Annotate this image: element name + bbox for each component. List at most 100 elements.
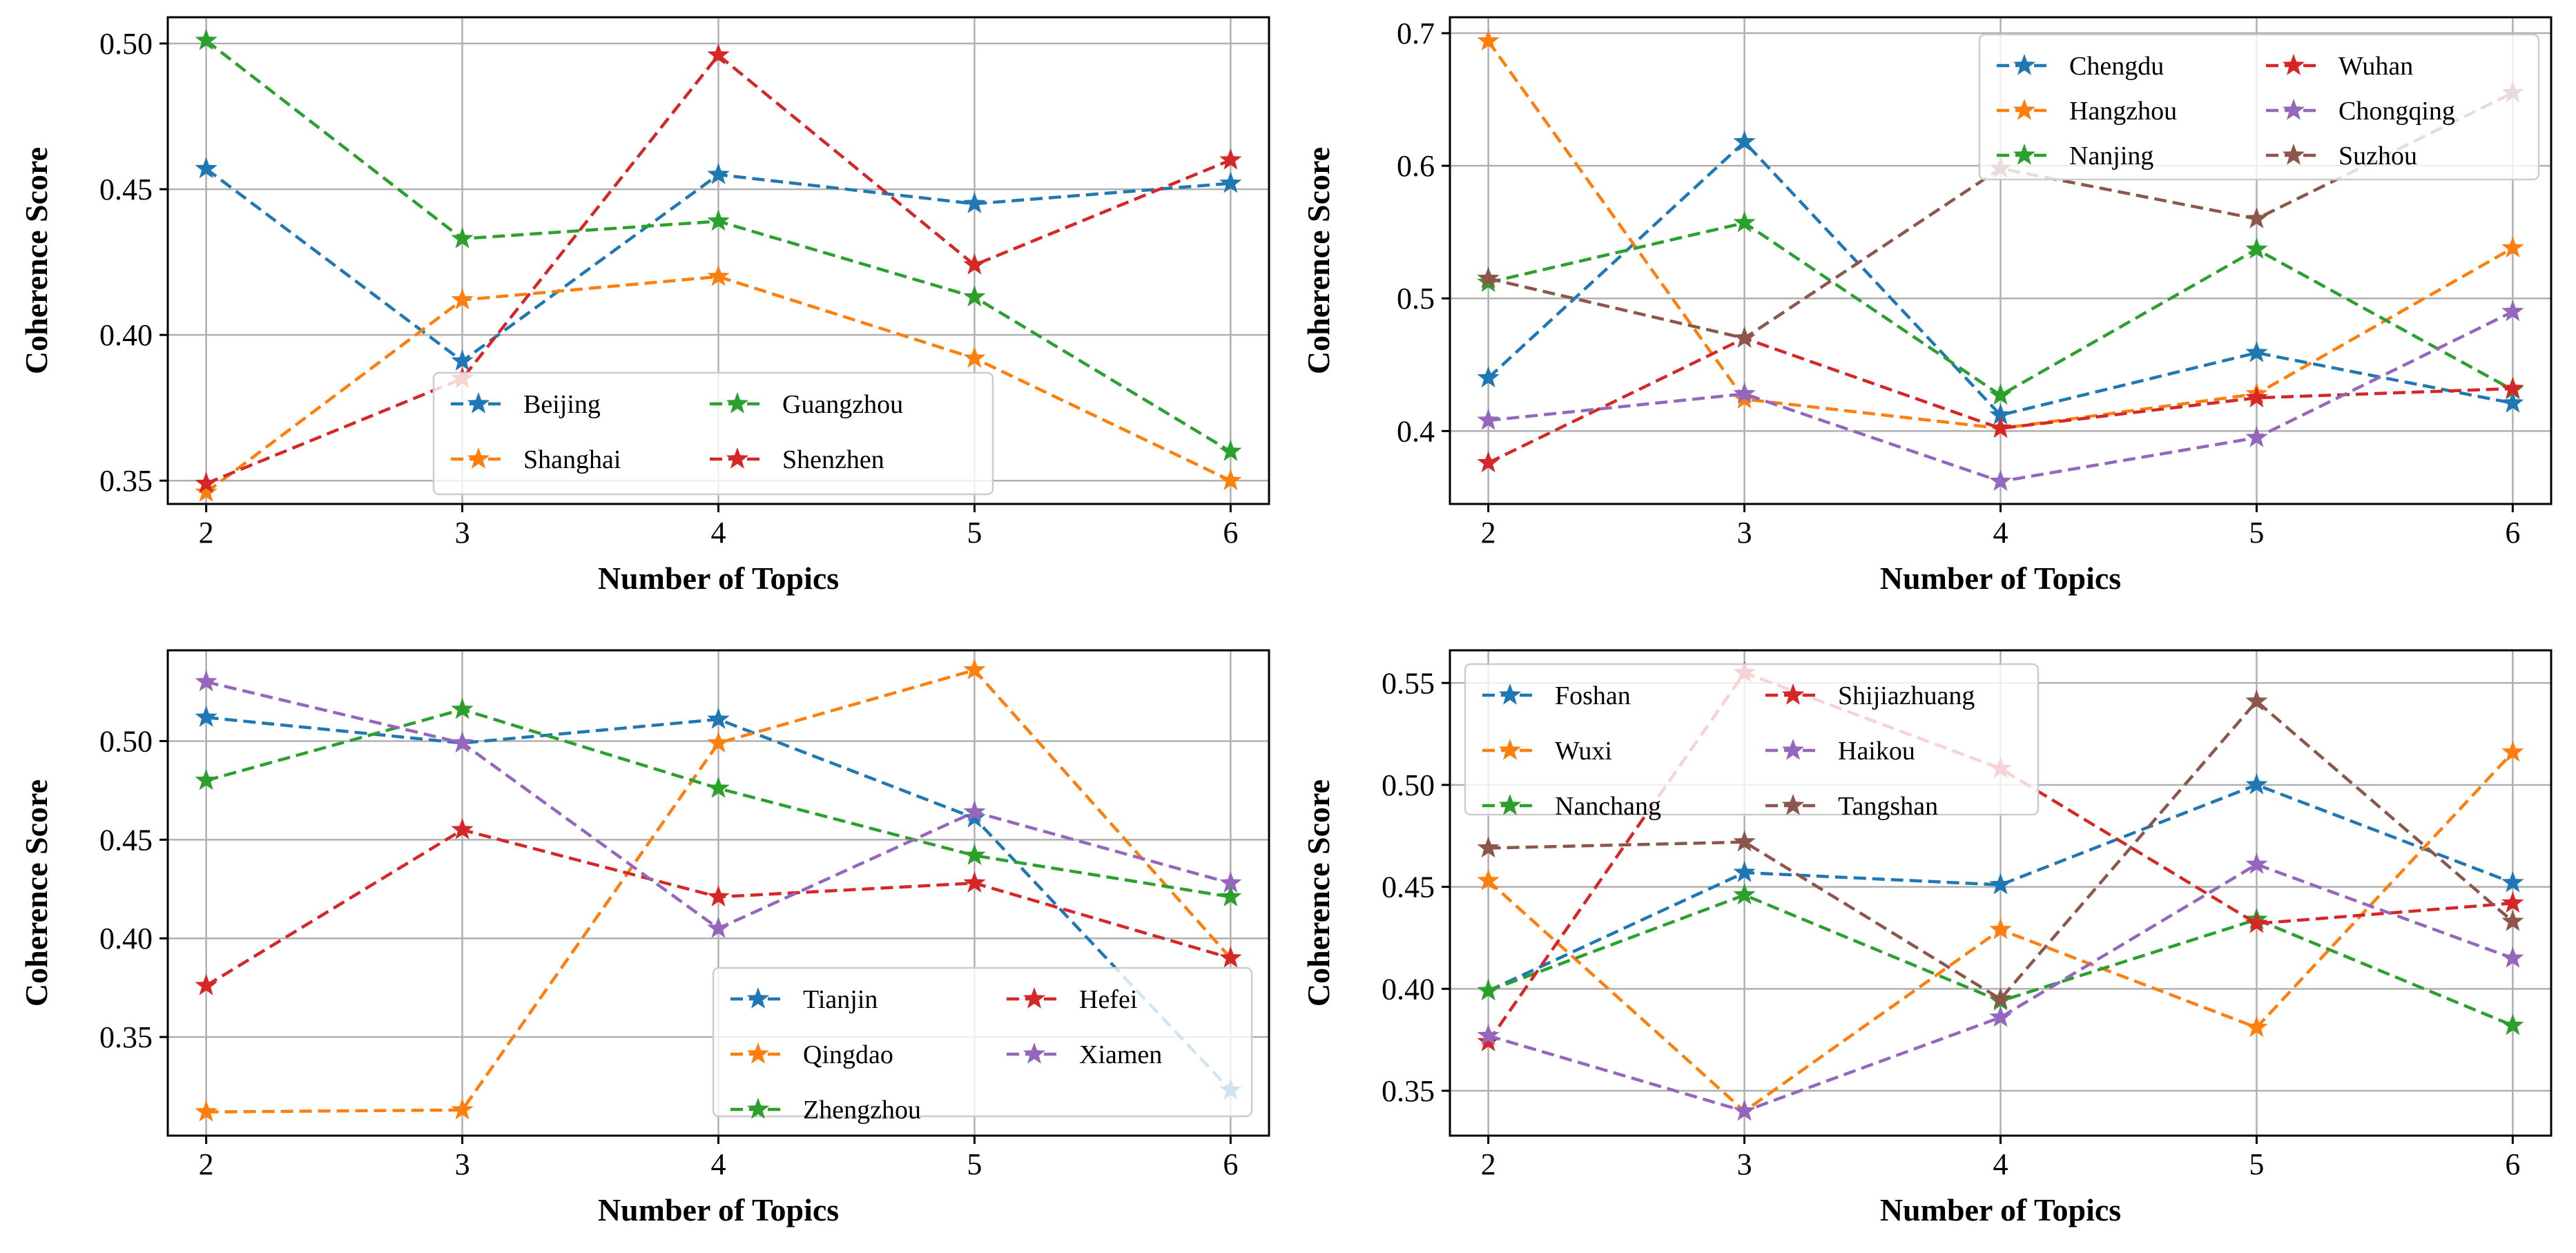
legend-item-nanchang: Nanchang (1482, 792, 1661, 821)
legend-marker (1498, 794, 1522, 815)
x-tick-label: 3 (1737, 1147, 1752, 1181)
legend-item-chengdu: Chengdu (1997, 52, 2164, 81)
legend-item-tianjin: Tianjin (730, 985, 878, 1014)
data-point (1477, 409, 1500, 430)
data-point (1219, 946, 1242, 968)
data-point (707, 916, 730, 938)
y-tick-label: 0.45 (1382, 871, 1435, 904)
data-point (1733, 211, 1756, 233)
legend-label: Suzhou (2338, 142, 2417, 171)
y-tick-label: 0.50 (99, 27, 153, 61)
data-point (2501, 946, 2524, 968)
legend-label: Wuxi (1555, 737, 1612, 766)
legend-marker (1023, 987, 1046, 1009)
data-point (1733, 883, 1756, 905)
data-point (2245, 341, 2268, 362)
data-point (1477, 29, 1500, 51)
legend-label: Chongqing (2338, 97, 2455, 126)
series-line (205, 275, 1232, 494)
data-point (1989, 403, 2012, 425)
x-tick-label: 2 (199, 1147, 214, 1181)
y-tick-label: 0.45 (99, 173, 153, 206)
legend-marker (467, 392, 490, 414)
data-point (2501, 236, 2524, 258)
data-point (707, 777, 730, 798)
data-point (1477, 366, 1500, 388)
data-point (707, 708, 730, 729)
legend-marker (2013, 99, 2036, 120)
legend-label: Tangshan (1838, 792, 1938, 821)
y-tick-label: 0.50 (99, 724, 153, 758)
x-tick-label: 5 (967, 516, 982, 550)
legend-item-foshan: Foshan (1482, 681, 1631, 710)
data-point (195, 472, 217, 494)
legend-item-hangzhou: Hangzhou (1997, 97, 2177, 126)
x-tick-label: 5 (2249, 516, 2264, 550)
data-point (2501, 391, 2524, 413)
data-point (1219, 469, 1242, 490)
data-point (963, 253, 986, 275)
legend-marker (467, 447, 490, 469)
legend-marker (726, 392, 749, 414)
legend-marker (2013, 54, 2036, 75)
data-point (1477, 868, 1500, 891)
legend-marker (746, 1042, 770, 1064)
data-point (1733, 830, 1756, 852)
legend-item-tangshan: Tangshan (1765, 792, 1938, 821)
legend-label: Zhengzhou (803, 1096, 921, 1125)
legend: Foshan Wuxi Nanchang Shijiazhuang Haikou Tang… (1464, 663, 2040, 821)
legend-marker (1023, 1042, 1046, 1064)
y-axis-title: Coherence Score (1301, 147, 1336, 374)
legend-label: Nanjing (2069, 142, 2153, 171)
data-point (195, 1100, 217, 1122)
legend-item-zhengzhou: Zhengzhou (730, 1096, 921, 1125)
legend-marker (2282, 144, 2305, 165)
x-tick-label: 6 (2505, 1147, 2520, 1181)
legend: Chengdu Hangzhou Nanjing Wuhan Chongqing Suzh… (1978, 33, 2540, 181)
legend-box (712, 967, 1253, 1118)
data-point (963, 658, 986, 680)
data-point (1733, 130, 1756, 152)
legend-item-qingdao: Qingdao (730, 1040, 893, 1069)
legend-marker (1498, 683, 1522, 705)
data-point (195, 480, 217, 502)
legend-label: Shanghai (523, 445, 621, 474)
series-line (1487, 862, 2514, 1113)
data-point (451, 697, 474, 719)
legend-label: Beijing (523, 390, 601, 419)
legend-label: Foshan (1555, 681, 1631, 710)
data-point (1989, 383, 2012, 405)
data-point (1733, 861, 1756, 882)
data-point (1989, 873, 2012, 895)
chart-panel-1: 2 3 4 5 6 0.35 0.40 0.45 0.50 Number of Topics Coh… (19, 16, 1270, 596)
y-tick-label: 0.40 (1382, 972, 1435, 1006)
data-point (963, 871, 986, 893)
legend-item-shijiazhuang: Shijiazhuang (1765, 681, 1975, 710)
series-chengdu (1477, 130, 2524, 425)
data-point (1477, 1024, 1500, 1045)
series-guangzhou (195, 28, 1242, 461)
data-point (707, 731, 730, 753)
x-tick-label: 6 (1223, 1147, 1238, 1181)
series-line (206, 668, 1232, 1114)
y-tick-label: 0.40 (99, 318, 153, 352)
legend-item-suzhou: Suzhou (2266, 142, 2417, 171)
data-point (2245, 853, 2268, 874)
y-tick-label: 0.40 (99, 922, 153, 955)
data-point (1219, 148, 1242, 170)
series-line (1488, 221, 2514, 398)
data-point (707, 885, 730, 906)
series-xiamen (195, 670, 1242, 938)
data-point (2501, 740, 2524, 762)
data-point (451, 226, 474, 249)
x-tick-label: 2 (1481, 1147, 1496, 1181)
chart-panel-3: 2 3 4 5 6 0.35 0.40 0.45 0.50 Number of Topics Coh… (19, 649, 1270, 1227)
legend-box (1978, 33, 2540, 181)
data-point (1219, 885, 1242, 906)
legend-marker (2013, 144, 2036, 165)
data-point (2501, 909, 2524, 931)
data-point (1989, 987, 2012, 1009)
data-point (2245, 773, 2268, 795)
data-point (2501, 376, 2524, 398)
x-tick-label: 4 (1993, 1147, 2008, 1181)
